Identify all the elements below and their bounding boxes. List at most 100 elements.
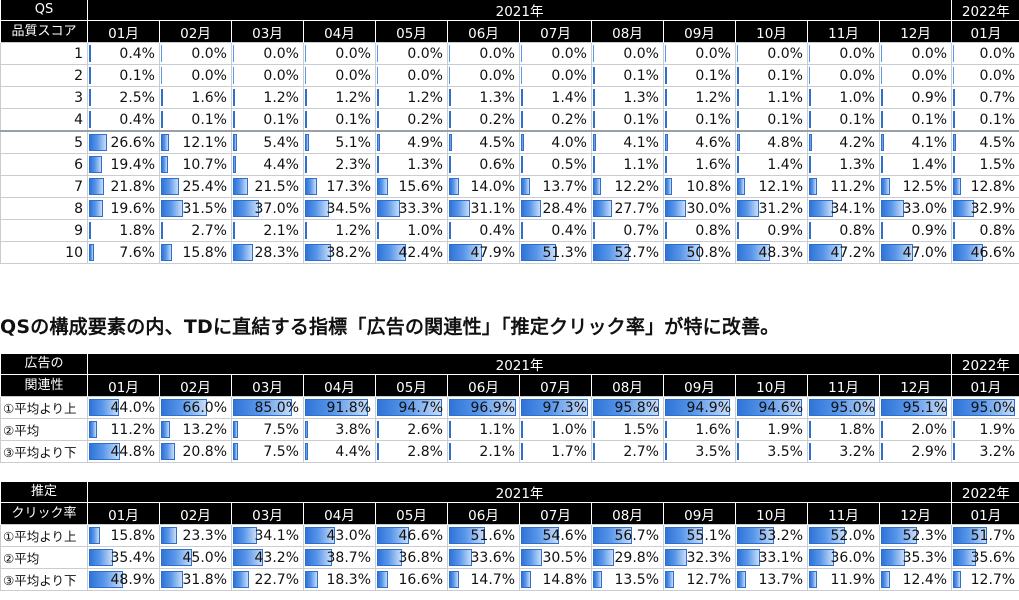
data-bar	[233, 111, 235, 128]
cell-value: 0.0%	[979, 45, 1016, 62]
cell-value: 0.0%	[911, 67, 948, 84]
data-bar	[881, 134, 884, 151]
table-cell: 94.7%	[375, 396, 448, 419]
cell-value: 12.2%	[614, 178, 659, 195]
cell-value: 56.7%	[614, 527, 659, 544]
table-cell: 0.0%	[878, 42, 953, 65]
data-bar	[377, 399, 442, 416]
table-cell: 47.0%	[878, 241, 953, 264]
data-bar	[233, 156, 236, 173]
data-bar	[665, 178, 672, 195]
cell-value: 12.5%	[902, 178, 948, 195]
table-cell: 0.0%	[591, 42, 664, 65]
data-bar	[881, 571, 890, 588]
data-bar	[809, 45, 810, 62]
table-cell: 3.5%	[735, 440, 808, 463]
data-bar	[593, 156, 595, 173]
table-cell: 1.9%	[951, 418, 1019, 441]
cell-value: 0.8%	[839, 222, 875, 239]
ad-relevance-table: 広告の 2021年 2022年 関連性 01月 02月 03月 04月 05月 06月 07月 08月…	[0, 354, 1019, 463]
cell-value: 10.8%	[686, 178, 731, 195]
data-bar	[881, 421, 883, 438]
data-bar	[953, 222, 956, 239]
month-header: 12月	[878, 374, 952, 397]
corner-top: 広告の	[0, 354, 88, 375]
data-bar	[377, 156, 379, 173]
data-bar	[593, 200, 612, 217]
data-bar	[161, 111, 163, 128]
data-bar	[161, 45, 162, 62]
table-cell: 1.2%	[663, 86, 736, 109]
cell-value: 4.4%	[263, 156, 299, 173]
cell-value: 31.2%	[758, 200, 803, 217]
table-cell: 2.1%	[447, 440, 520, 463]
data-bar	[809, 178, 817, 195]
table-cell: 46.6%	[375, 524, 448, 547]
cell-value: 48.9%	[110, 571, 155, 588]
table-row: 10 7.6% 15.8% 28.3% 38.2% 42.4% 47.9% 51.3% 52.7…	[0, 241, 1019, 264]
cell-value: 28.4%	[542, 200, 587, 217]
cell-value: 47.9%	[470, 244, 515, 261]
data-bar	[521, 156, 523, 173]
month-header: 04月	[303, 374, 376, 397]
table-cell: 4.8%	[735, 130, 808, 154]
cell-value: 0.1%	[119, 67, 155, 84]
table-cell: 0.1%	[87, 64, 160, 87]
cell-value: 1.3%	[479, 89, 515, 106]
headline: QSの構成要素の内、TDに直結する指標「広告の関連性」「推定クリック率」が特に改…	[0, 316, 780, 338]
table-cell: 0.0%	[447, 42, 520, 65]
data-bar	[305, 178, 317, 195]
cell-value: 18.3%	[326, 571, 371, 588]
table-cell: 56.7%	[591, 524, 664, 547]
data-bar	[233, 89, 235, 106]
cell-value: 1.0%	[407, 222, 443, 239]
data-bar	[89, 45, 91, 62]
data-bar	[377, 111, 379, 128]
year-2021-header: 2021年	[86, 354, 952, 375]
data-bar	[809, 399, 875, 416]
table-cell: 31.1%	[447, 197, 520, 220]
cell-value: 1.4%	[911, 156, 948, 173]
row-label: 3	[0, 86, 88, 109]
data-bar	[377, 200, 400, 217]
cell-value: 0.0%	[263, 45, 299, 62]
data-bar	[89, 156, 102, 173]
table-cell: 13.5%	[591, 568, 664, 591]
cell-value: 0.7%	[623, 222, 659, 239]
table-cell: 0.9%	[878, 219, 953, 242]
cell-value: 0.1%	[623, 111, 659, 128]
data-bar	[305, 156, 307, 173]
data-bar	[89, 200, 103, 217]
month-header: 06月	[447, 502, 520, 525]
table-cell: 12.5%	[878, 175, 953, 198]
data-bar	[737, 111, 739, 128]
table-cell: 14.7%	[447, 568, 520, 591]
table-cell: 22.7%	[231, 568, 304, 591]
cell-value: 1.2%	[407, 89, 443, 106]
table-row: 9 1.8% 2.7% 2.1% 1.2% 1.0% 0.4% 0.4% 0.7% 0.8% 0.9…	[0, 219, 1019, 242]
cell-value: 22.7%	[254, 571, 299, 588]
table-cell: 0.0%	[951, 64, 1019, 87]
table-cell: 95.0%	[951, 396, 1019, 419]
table-cell: 0.0%	[231, 42, 304, 65]
cell-value: 95.8%	[614, 399, 659, 416]
data-bar	[89, 111, 91, 128]
table-cell: 0.8%	[663, 219, 736, 242]
cell-value: 1.4%	[551, 89, 587, 106]
data-bar	[881, 244, 913, 261]
data-bar	[809, 244, 842, 261]
cell-value: 26.6%	[110, 134, 155, 151]
table-row: ②平均 11.2% 13.2% 7.5% 3.8% 2.6% 1.1% 1.0% 1.5% 1.6…	[0, 418, 1019, 441]
cell-value: 36.8%	[398, 549, 443, 566]
table-cell: 66.0%	[159, 396, 232, 419]
table-cell: 51.7%	[951, 524, 1019, 547]
row-label: ③平均より下	[0, 440, 88, 463]
data-bar	[593, 399, 659, 416]
data-bar	[233, 45, 234, 62]
cell-value: 0.0%	[335, 67, 371, 84]
data-bar	[161, 443, 175, 460]
data-bar	[809, 67, 810, 84]
data-bar	[449, 45, 450, 62]
cell-value: 0.1%	[263, 111, 299, 128]
row-label: ①平均より上	[0, 524, 88, 547]
